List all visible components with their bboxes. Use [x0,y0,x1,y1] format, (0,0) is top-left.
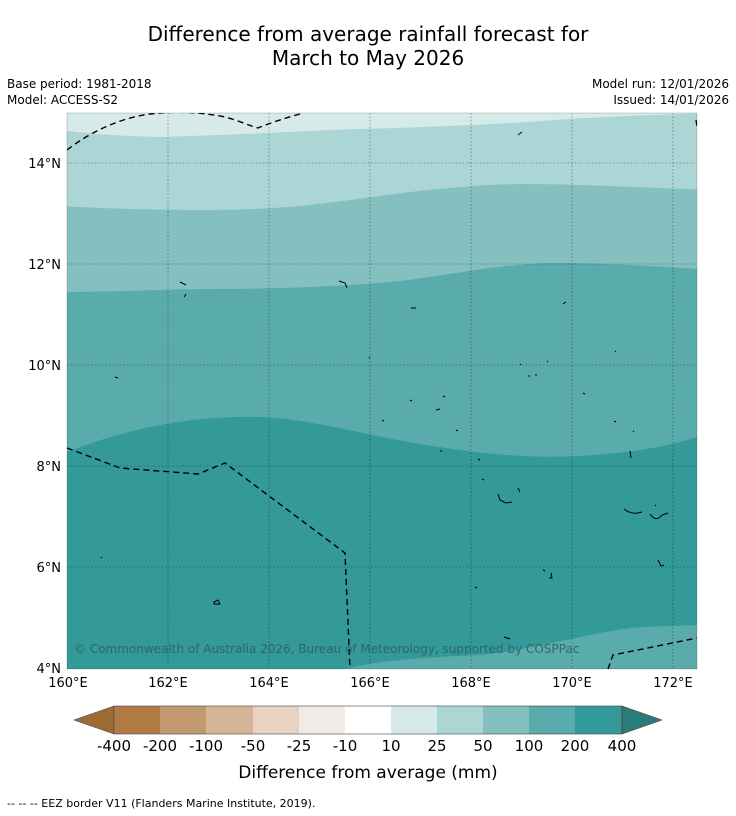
lon-label-172e: 172°E [653,676,693,691]
lat-label-6n: 6°N [37,561,62,576]
legend-tick-8: 25 [427,737,446,755]
legend-swatch-6 [345,706,391,734]
lat-label-14n: 14°N [28,157,61,172]
lat-label-8n: 8°N [37,460,62,475]
model-name: Model: ACCESS-S2 [7,93,119,107]
lon-label-160e: 160°E [48,676,88,691]
legend-tick-1: -400 [97,737,131,755]
legend-tick-3: -100 [189,737,223,755]
map-frame [66,112,698,670]
legend-swatch-1 [114,706,160,734]
legend-tick-7: 10 [381,737,400,755]
copyright-notice: © Commonwealth of Australia 2026, Bureau… [74,642,579,656]
legend-arrow-low [73,705,115,735]
legend-swatch-4 [253,706,299,734]
lon-label-162e: 162°E [148,676,188,691]
legend-swatch-3 [206,706,253,734]
legend-border [113,705,623,735]
legend-tick-2: -200 [143,737,177,755]
lon-label-166e: 166°E [350,676,390,691]
legend-title: Difference from average (mm) [238,763,497,783]
legend-swatch-7 [391,706,437,734]
model-info: Base period: 1981-2018 Model: ACCESS-S2 [7,76,152,108]
latitude-labels: 14°N 12°N 10°N 8°N 6°N 4°N [28,157,61,677]
legend-swatch-9 [483,706,529,734]
base-period: Base period: 1981-2018 [7,77,152,91]
legend-swatch-2 [160,706,206,734]
legend-tick-11: 200 [561,737,590,755]
map-area [67,113,697,669]
legend-swatch-11 [575,706,622,734]
lat-label-10n: 10°N [28,359,61,374]
legend-swatch-5 [299,706,345,734]
model-run: Model run: 12/01/2026 [591,77,729,91]
legend-tick-6: -10 [333,737,358,755]
band-10-25 [67,113,697,137]
legend-arrow-high [621,705,663,735]
lon-label-170e: 170°E [552,676,592,691]
band-25-50 [67,113,697,210]
lon-label-168e: 168°E [451,676,491,691]
eez-borders [67,113,697,669]
band-south-100-200 [345,625,697,669]
lat-label-12n: 12°N [28,258,61,273]
title-line-1: Difference from average rainfall forecas… [147,22,589,46]
legend-swatch-10 [529,706,575,734]
title-line-2: March to May 2026 [271,46,465,70]
issued-date: Issued: 14/01/2026 [613,93,729,107]
legend-tick-5: -25 [287,737,312,755]
color-legend [73,705,663,735]
eez-footnote: -- -- -- EEZ border V11 (Flanders Marine… [7,797,316,810]
graticule [67,113,697,669]
lon-label-164e: 164°E [249,676,289,691]
longitude-labels: 160°E 162°E 164°E 166°E 168°E 170°E 172°… [48,676,693,691]
legend-tick-10: 100 [515,737,544,755]
legend-ticks: -400 -200 -100 -50 -25 -10 10 25 50 100 … [97,737,636,755]
legend-tick-9: 50 [473,737,492,755]
map-title: Difference from average rainfall forecas… [0,22,736,70]
lat-label-4n: 4°N [37,662,62,677]
run-info: Model run: 12/01/2026 Issued: 14/01/2026 [592,76,729,108]
islands [100,131,669,640]
legend-tick-12: 400 [608,737,637,755]
legend-swatch-8 [437,706,483,734]
legend-tick-4: -50 [241,737,266,755]
